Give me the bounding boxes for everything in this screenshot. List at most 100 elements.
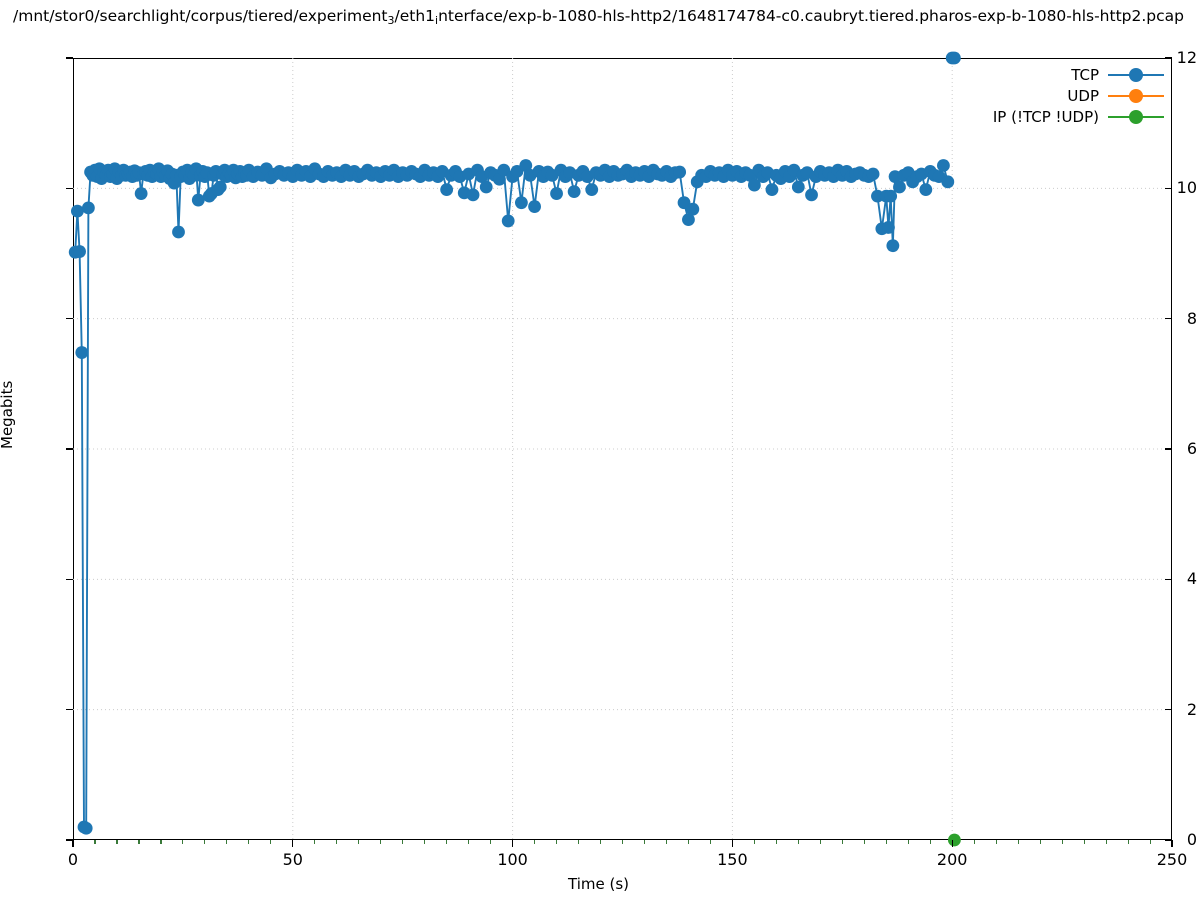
- title-subscript-i: i: [435, 14, 439, 28]
- legend-marker-ip-other: [1129, 109, 1143, 124]
- x-minor-tick-mark: [687, 840, 690, 844]
- x-tick-mark: [511, 840, 514, 847]
- y-tick-mark: [66, 839, 73, 841]
- y-tick-mark-right: [1165, 187, 1172, 189]
- y-tick-mark-right: [1165, 839, 1172, 841]
- legend-label-tcp: TCP: [1071, 65, 1099, 84]
- data-point: [585, 183, 599, 197]
- y-tick-label: 8: [1186, 308, 1197, 328]
- x-tick-label: 150: [717, 850, 748, 869]
- data-point: [791, 180, 805, 194]
- x-minor-tick-mark: [665, 840, 668, 844]
- legend-swatch-tcp: [1108, 67, 1164, 82]
- x-minor-tick-mark: [424, 840, 426, 844]
- y-tick-label: 4: [1186, 569, 1197, 589]
- data-point: [893, 180, 906, 194]
- y-tick-mark-right: [1165, 578, 1172, 580]
- data-point: [514, 196, 528, 210]
- legend-item-ip-other[interactable]: IP (!TCP !UDP): [954, 106, 1164, 127]
- x-minor-tick-mark: [182, 840, 184, 844]
- x-minor-tick-mark: [490, 840, 492, 844]
- x-minor-tick-mark: [270, 840, 272, 844]
- x-axis-label: Time (s): [568, 875, 629, 893]
- x-minor-tick-mark: [380, 840, 382, 844]
- data-point: [886, 239, 900, 253]
- data-point: [747, 178, 761, 192]
- y-tick-mark-right: [1165, 57, 1172, 59]
- x-tick-mark: [951, 840, 953, 847]
- x-minor-tick-mark: [358, 840, 360, 844]
- y-tick-mark-right: [1165, 709, 1172, 711]
- y-tick-mark: [66, 448, 73, 450]
- x-minor-tick-mark: [226, 840, 228, 844]
- x-minor-tick-mark: [1127, 840, 1129, 844]
- data-point: [677, 196, 691, 210]
- x-minor-tick-mark: [534, 840, 536, 844]
- data-point: [213, 180, 227, 194]
- x-tick-label: 200: [936, 850, 968, 869]
- legend-marker-tcp: [1129, 67, 1143, 82]
- data-point: [682, 213, 695, 227]
- data-point: [882, 221, 895, 234]
- x-minor-tick-mark: [841, 840, 843, 844]
- chart-legend: TCP UDP IP (!TCP !UDP): [946, 58, 1172, 134]
- data-point: [919, 183, 933, 197]
- x-minor-tick-mark: [622, 840, 624, 844]
- data-point: [79, 821, 93, 835]
- data-point: [134, 187, 148, 200]
- x-minor-tick-mark: [138, 840, 140, 844]
- data-point: [497, 163, 511, 177]
- x-minor-tick-mark: [1149, 840, 1151, 844]
- x-minor-tick-mark: [578, 840, 580, 844]
- x-tick-mark: [292, 840, 294, 847]
- data-point: [73, 245, 86, 258]
- y-tick-mark: [66, 318, 73, 320]
- x-minor-tick-mark: [1039, 840, 1041, 844]
- data-point: [884, 189, 898, 203]
- x-tick-mark: [731, 840, 734, 847]
- page-title: /mnt/stor0/searchlight/corpus/tiered/exp…: [0, 6, 1197, 31]
- x-minor-tick-mark: [929, 840, 931, 844]
- title-rest: nterface/exp-b-1080-hls-http2/1648174784…: [438, 7, 1184, 25]
- y-tick-mark-right: [1165, 448, 1172, 450]
- legend-item-tcp[interactable]: TCP: [954, 64, 1164, 85]
- series-line: [74, 164, 949, 830]
- data-point: [479, 180, 493, 194]
- x-minor-tick-mark: [336, 840, 338, 844]
- legend-item-udp[interactable]: UDP: [954, 85, 1164, 106]
- x-minor-tick-mark: [402, 840, 404, 844]
- title-prefix: /mnt/stor0/searchlight/corpus/tiered/exp…: [13, 7, 388, 25]
- x-minor-tick-mark: [600, 840, 602, 844]
- data-point: [519, 159, 533, 172]
- y-tick-mark: [66, 57, 73, 59]
- data-point: [948, 833, 961, 847]
- title-mid: /eth1: [394, 7, 436, 25]
- data-point: [466, 188, 480, 202]
- y-tick-mark: [66, 187, 73, 189]
- x-tick-label: 50: [282, 850, 303, 869]
- data-point: [948, 51, 961, 65]
- data-point: [501, 214, 515, 228]
- data-point: [550, 187, 563, 200]
- data-point: [673, 165, 687, 179]
- x-minor-tick-mark: [797, 840, 799, 844]
- data-point: [941, 175, 955, 189]
- x-minor-tick-mark: [94, 840, 96, 844]
- plot-canvas: [68, 51, 1172, 847]
- x-minor-tick-mark: [1105, 840, 1107, 844]
- x-minor-tick-mark: [556, 840, 558, 844]
- legend-label-ip-other: IP (!TCP !UDP): [992, 107, 1099, 126]
- x-minor-tick-mark: [643, 840, 646, 844]
- x-minor-tick-mark: [885, 840, 887, 844]
- x-minor-tick-mark: [446, 840, 448, 844]
- data-point: [71, 204, 84, 218]
- data-point: [75, 346, 89, 359]
- x-minor-tick-mark: [709, 840, 711, 844]
- x-minor-tick-mark: [1061, 840, 1063, 844]
- x-minor-tick-mark: [1017, 840, 1019, 844]
- x-minor-tick-mark: [995, 840, 997, 844]
- y-tick-label: 0: [1186, 830, 1197, 849]
- x-minor-tick-mark: [468, 840, 470, 844]
- x-tick-label: 250: [1156, 850, 1188, 869]
